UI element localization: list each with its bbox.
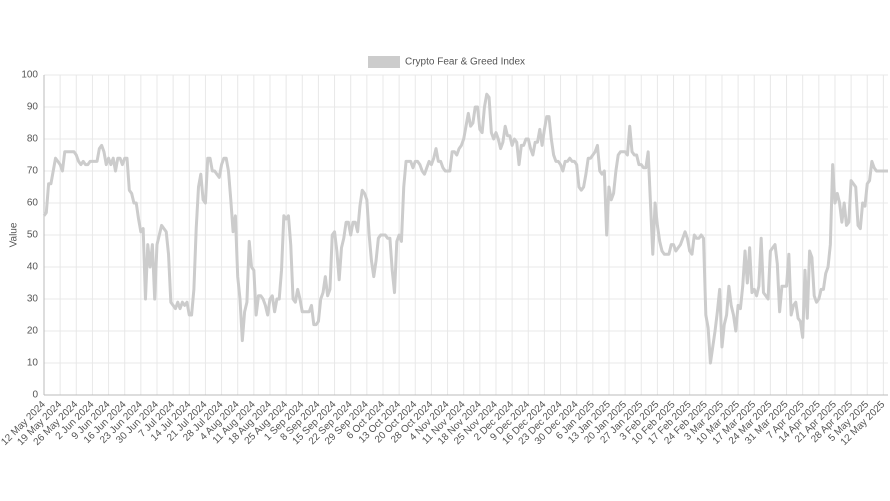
y-tick-label: 10 — [27, 358, 39, 369]
y-tick-label: 90 — [27, 102, 39, 113]
y-tick-label: 30 — [27, 294, 39, 305]
y-tick-label: 60 — [27, 198, 39, 209]
y-tick-label: 0 — [32, 390, 38, 401]
series-line — [42, 92, 888, 365]
y-tick-label: 80 — [27, 134, 39, 145]
y-tick-label: 20 — [27, 326, 39, 337]
y-tick-label: 50 — [27, 230, 39, 241]
y-tick-label: 40 — [27, 262, 39, 273]
y-tick-label: 70 — [27, 166, 39, 177]
legend-label: Crypto Fear & Greed Index — [405, 57, 525, 68]
y-tick-label: 100 — [21, 70, 38, 81]
legend-swatch — [368, 56, 400, 68]
y-axis-label: Value — [9, 222, 20, 247]
